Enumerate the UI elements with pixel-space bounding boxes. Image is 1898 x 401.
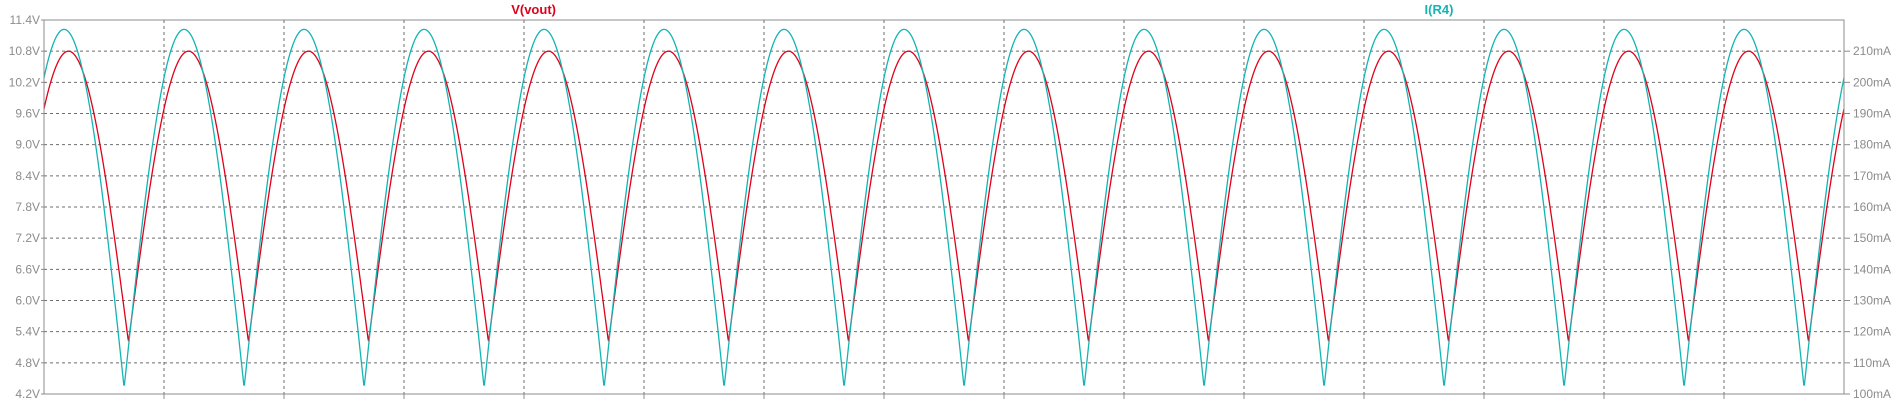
left-tick-label: 8.4V bbox=[15, 169, 40, 183]
right-tick-label: 100mA bbox=[1853, 387, 1891, 401]
right-tick-label: 160mA bbox=[1853, 200, 1891, 214]
right-axis-ticks: 210mA 200mA 190mA 180mA 170mA 160mA 150mA 140mA… bbox=[1844, 44, 1891, 401]
left-tick-label: 4.2V bbox=[15, 387, 40, 401]
left-tick-label: 10.2V bbox=[9, 75, 40, 89]
right-tick-label: 130mA bbox=[1853, 294, 1891, 308]
right-tick-label: 120mA bbox=[1853, 325, 1891, 339]
right-tick-label: 140mA bbox=[1853, 262, 1891, 276]
right-tick-label: 110mA bbox=[1853, 356, 1890, 370]
left-tick-label: 5.4V bbox=[15, 325, 40, 339]
left-tick-label: 6.0V bbox=[15, 294, 40, 308]
left-tick-label: 6.6V bbox=[15, 262, 40, 276]
left-tick-label: 9.0V bbox=[15, 138, 40, 152]
legend-ir4[interactable]: I(R4) bbox=[1425, 2, 1454, 17]
left-tick-label: 11.4V bbox=[10, 13, 40, 27]
series-traces bbox=[43, 28, 1845, 386]
trace-vout[interactable] bbox=[43, 50, 1845, 342]
right-tick-label: 170mA bbox=[1853, 169, 1891, 183]
right-tick-label: 210mA bbox=[1853, 44, 1891, 58]
left-tick-label: 7.8V bbox=[15, 200, 40, 214]
left-tick-label: 10.8V bbox=[9, 44, 40, 58]
left-axis-ticks: 11.4V 10.8V 10.2V 9.6V 9.0V 8.4V 7.8V 7.2V 6.6V 6… bbox=[9, 13, 44, 401]
legend-vout[interactable]: V(vout) bbox=[511, 2, 556, 17]
left-tick-label: 4.8V bbox=[15, 356, 40, 370]
right-tick-label: 150mA bbox=[1853, 231, 1891, 245]
right-tick-label: 190mA bbox=[1853, 107, 1891, 121]
trace-ir4[interactable] bbox=[43, 28, 1845, 386]
right-tick-label: 180mA bbox=[1853, 138, 1891, 152]
right-tick-label: 200mA bbox=[1853, 75, 1891, 89]
left-tick-label: 7.2V bbox=[15, 231, 40, 245]
left-tick-label: 9.6V bbox=[15, 107, 40, 121]
